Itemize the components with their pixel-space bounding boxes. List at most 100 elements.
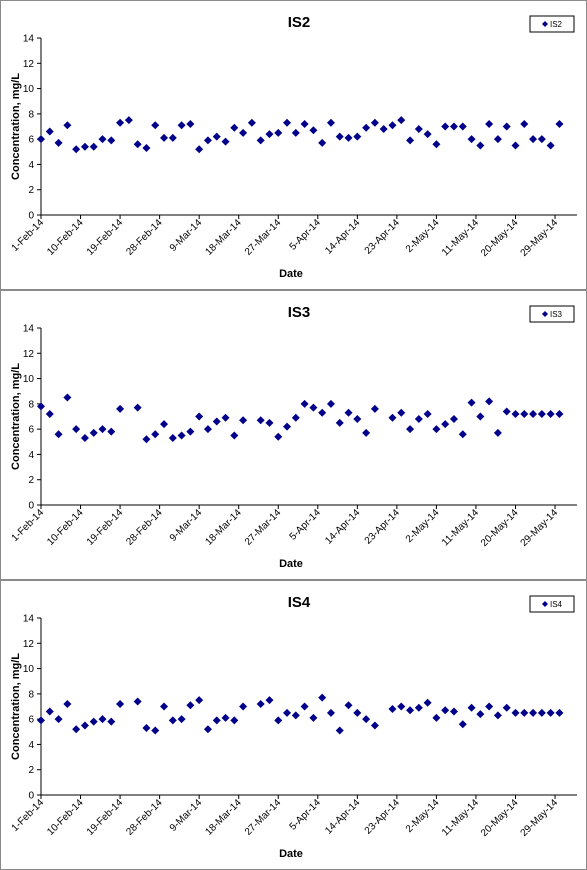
data-point bbox=[265, 696, 274, 705]
data-point bbox=[265, 130, 274, 139]
data-point bbox=[274, 432, 283, 441]
data-point bbox=[256, 416, 265, 425]
data-point bbox=[537, 708, 546, 717]
data-point bbox=[379, 125, 388, 134]
data-point bbox=[449, 707, 458, 716]
data-point bbox=[230, 431, 239, 440]
data-point bbox=[177, 715, 186, 724]
data-point bbox=[116, 404, 125, 413]
data-point bbox=[300, 702, 309, 711]
data-point bbox=[485, 702, 494, 711]
legend-marker bbox=[542, 311, 548, 317]
data-point bbox=[72, 145, 81, 154]
data-point bbox=[203, 425, 212, 434]
data-point bbox=[511, 141, 520, 150]
data-point bbox=[274, 716, 283, 725]
data-point bbox=[485, 119, 494, 128]
data-point bbox=[344, 408, 353, 417]
data-point bbox=[309, 403, 318, 412]
y-tick-label: 6 bbox=[28, 425, 34, 436]
x-tick-label: 18-Mar-14 bbox=[203, 507, 244, 548]
x-tick-label: 18-Mar-14 bbox=[203, 217, 244, 258]
chart-title: IS4 bbox=[288, 594, 311, 611]
y-tick-label: 2 bbox=[28, 475, 34, 486]
y-tick-label: 6 bbox=[28, 715, 34, 726]
x-tick-label: 19-Feb-14 bbox=[85, 217, 126, 258]
data-point bbox=[89, 428, 98, 437]
chart-panel-is2: IS2 0 2 4 6 8 10 12 14 1-Feb-14 10-Feb-14 19-Feb-14… bbox=[0, 0, 587, 290]
data-point bbox=[212, 417, 221, 426]
data-point bbox=[502, 407, 511, 416]
data-point bbox=[449, 415, 458, 424]
data-point bbox=[555, 119, 564, 128]
data-point bbox=[124, 116, 133, 125]
x-tick-label: 11-May-14 bbox=[440, 797, 481, 838]
data-point bbox=[476, 710, 485, 719]
data-point bbox=[423, 698, 432, 707]
chart-svg: IS4 0 2 4 6 8 10 12 14 1-Feb-14 10-Feb-14 19-Feb-14… bbox=[10, 594, 577, 860]
x-tick-label: 29-May-14 bbox=[519, 797, 561, 839]
y-tick-label: 14 bbox=[23, 614, 35, 625]
x-tick-label: 9-Mar-14 bbox=[168, 217, 205, 254]
data-point bbox=[432, 140, 441, 149]
data-point bbox=[318, 138, 327, 147]
data-point bbox=[177, 121, 186, 130]
data-point bbox=[388, 705, 397, 714]
data-point bbox=[406, 425, 415, 434]
data-point bbox=[458, 720, 467, 729]
x-tick-label: 20-May-14 bbox=[479, 797, 521, 839]
legend-marker bbox=[542, 21, 548, 27]
data-point bbox=[98, 715, 107, 724]
data-point bbox=[467, 398, 476, 407]
data-point bbox=[511, 708, 520, 717]
data-point bbox=[555, 409, 564, 418]
data-point bbox=[529, 409, 538, 418]
data-point bbox=[458, 122, 467, 131]
data-point bbox=[520, 409, 529, 418]
data-point bbox=[397, 408, 406, 417]
data-point bbox=[300, 399, 309, 408]
data-point bbox=[247, 118, 256, 127]
data-point bbox=[370, 404, 379, 413]
x-tick-label: 10-Feb-14 bbox=[45, 217, 86, 258]
data-point bbox=[485, 397, 494, 406]
x-tick-label: 1-Feb-14 bbox=[10, 797, 47, 834]
data-point bbox=[458, 430, 467, 439]
data-point bbox=[80, 142, 89, 151]
data-point bbox=[142, 435, 151, 444]
x-tick-label: 5-Apr-14 bbox=[288, 507, 324, 543]
data-point bbox=[318, 693, 327, 702]
data-point bbox=[195, 145, 204, 154]
data-point bbox=[353, 132, 362, 141]
data-point bbox=[502, 122, 511, 131]
y-tick-label: 6 bbox=[28, 135, 34, 146]
data-point bbox=[493, 135, 502, 144]
data-point bbox=[186, 119, 195, 128]
data-point bbox=[142, 723, 151, 732]
data-point bbox=[160, 420, 169, 429]
data-point bbox=[45, 707, 54, 716]
x-tick-label: 5-Apr-14 bbox=[288, 217, 324, 253]
data-point bbox=[370, 721, 379, 730]
data-point bbox=[397, 702, 406, 711]
data-point bbox=[256, 136, 265, 145]
x-tick-label: 14-Apr-14 bbox=[323, 217, 363, 257]
legend-box bbox=[529, 15, 575, 33]
data-point bbox=[80, 721, 89, 730]
x-axis-label: Date bbox=[279, 848, 303, 860]
data-point bbox=[37, 135, 45, 144]
y-tick-label: 12 bbox=[23, 639, 35, 650]
data-point bbox=[388, 121, 397, 130]
x-tick-label: 23-Apr-14 bbox=[363, 797, 403, 837]
data-point bbox=[230, 716, 239, 725]
x-axis-label: Date bbox=[279, 268, 303, 280]
data-point bbox=[335, 726, 344, 735]
data-point bbox=[529, 708, 538, 717]
data-point bbox=[265, 418, 274, 427]
data-point bbox=[423, 409, 432, 418]
x-tick-label: 19-Feb-14 bbox=[85, 507, 126, 548]
x-tick-label: 2-May-14 bbox=[404, 217, 442, 255]
data-point bbox=[344, 701, 353, 710]
data-point bbox=[467, 703, 476, 712]
data-point bbox=[186, 427, 195, 436]
